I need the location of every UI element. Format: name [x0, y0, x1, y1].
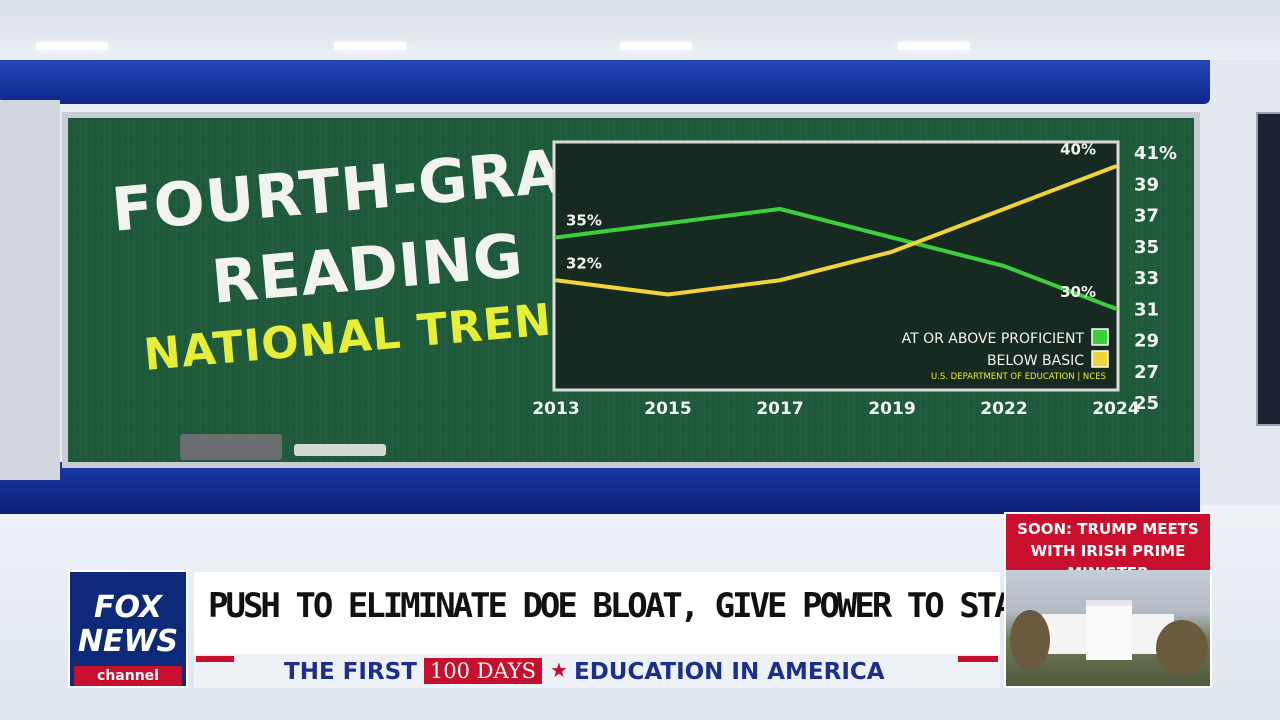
- days-badge: 100 DAYS: [424, 658, 542, 684]
- y-tick-label: 27: [1134, 362, 1159, 383]
- x-tick-label: 2019: [868, 399, 915, 419]
- y-tick-label: 41%: [1134, 143, 1177, 164]
- logo-news-text: NEWS: [77, 624, 179, 659]
- x-tick-label: 2022: [980, 399, 1027, 419]
- x-tick-label: 2013: [532, 399, 579, 419]
- y-tick-label: 33: [1134, 268, 1159, 289]
- headline-text: PUSH TO ELIMINATE DOE BLOAT, GIVE POWER …: [208, 586, 1067, 626]
- sub-left-text: THE FIRST: [284, 659, 417, 685]
- tree: [1010, 610, 1050, 670]
- y-tick-label: 37: [1134, 206, 1159, 227]
- logo-channel-text: channel: [74, 666, 182, 686]
- side-monitor: [1256, 112, 1280, 426]
- ceiling-light: [334, 42, 406, 50]
- star-icon: ★: [550, 658, 568, 682]
- data-point: [890, 236, 894, 239]
- data-point: [1002, 207, 1006, 211]
- white-house-portico: [1086, 600, 1132, 660]
- data-label: 35%: [566, 212, 602, 230]
- data-label: 32%: [566, 254, 602, 272]
- data-point: [554, 236, 558, 239]
- red-accent: [958, 656, 998, 662]
- legend-swatch: [1091, 350, 1109, 368]
- ceiling-light: [36, 42, 108, 50]
- data-point: [1002, 264, 1006, 268]
- studio-ceiling: [0, 0, 1280, 70]
- x-tick-label: 2015: [644, 399, 691, 419]
- data-point: [666, 221, 670, 225]
- data-point: [778, 207, 782, 211]
- promo-line1: SOON: TRUMP MEETS: [1017, 520, 1199, 538]
- chalk-eraser: [180, 434, 282, 460]
- blue-led-band-bottom: [0, 462, 1200, 514]
- red-accent: [196, 656, 234, 662]
- legend-swatch: [1091, 328, 1109, 346]
- legend-label: AT OR ABOVE PROFICIENT: [902, 331, 1085, 347]
- series-line: [555, 164, 1117, 297]
- y-tick-label: 25: [1134, 393, 1159, 414]
- data-point: [778, 278, 782, 282]
- reading-trends-chart: 41% 39 37 35 33 31 29 27 25 2013 2015 2017 2019 2022 2…: [532, 140, 1177, 419]
- subheadline-bar: THE FIRST 100 DAYS ★ EDUCATION IN AMERIC…: [194, 654, 1000, 688]
- tree: [1156, 620, 1208, 676]
- y-tick-label: 31: [1134, 299, 1159, 320]
- coming-up-promo: SOON: TRUMP MEETS WITH IRISH PRIME MINIS…: [1004, 512, 1212, 688]
- data-label: 30%: [1060, 283, 1096, 301]
- x-tick-label: 2017: [756, 399, 803, 419]
- fox-news-logo: FOX NEWS channel: [68, 570, 188, 688]
- promo-header: SOON: TRUMP MEETS WITH IRISH PRIME MINIS…: [1006, 514, 1210, 582]
- chalk-stick: [294, 444, 386, 456]
- headline-bar: PUSH TO ELIMINATE DOE BLOAT, GIVE POWER …: [194, 572, 1067, 654]
- chalkboard-display: FOURTH-GRADE READING NATIONAL TRENDS 41%…: [62, 112, 1200, 468]
- series-line: [555, 207, 1117, 311]
- data-point: [666, 293, 670, 296]
- ceiling-light: [620, 42, 692, 50]
- data-point: [1114, 307, 1118, 311]
- studio-pillar: [0, 100, 60, 480]
- data-point: [554, 278, 558, 282]
- data-point: [1114, 164, 1118, 168]
- legend-label: BELOW BASIC: [987, 353, 1084, 369]
- source-note: U.S. DEPARTMENT OF EDUCATION | NCES: [931, 372, 1106, 382]
- blue-led-band-top: [0, 60, 1210, 104]
- sub-right-text: EDUCATION IN AMERICA: [574, 659, 885, 685]
- plot-area: [552, 140, 1120, 392]
- data-label: 40%: [1060, 140, 1096, 158]
- y-tick-label: 39: [1134, 174, 1159, 195]
- white-house-image: [1006, 570, 1210, 686]
- ceiling-light: [898, 42, 970, 50]
- logo-fox-text: FOX: [93, 590, 163, 625]
- data-point: [890, 250, 894, 254]
- y-tick-label: 35: [1134, 237, 1159, 258]
- y-tick-label: 29: [1134, 331, 1159, 352]
- x-tick-label: 2024: [1092, 399, 1139, 419]
